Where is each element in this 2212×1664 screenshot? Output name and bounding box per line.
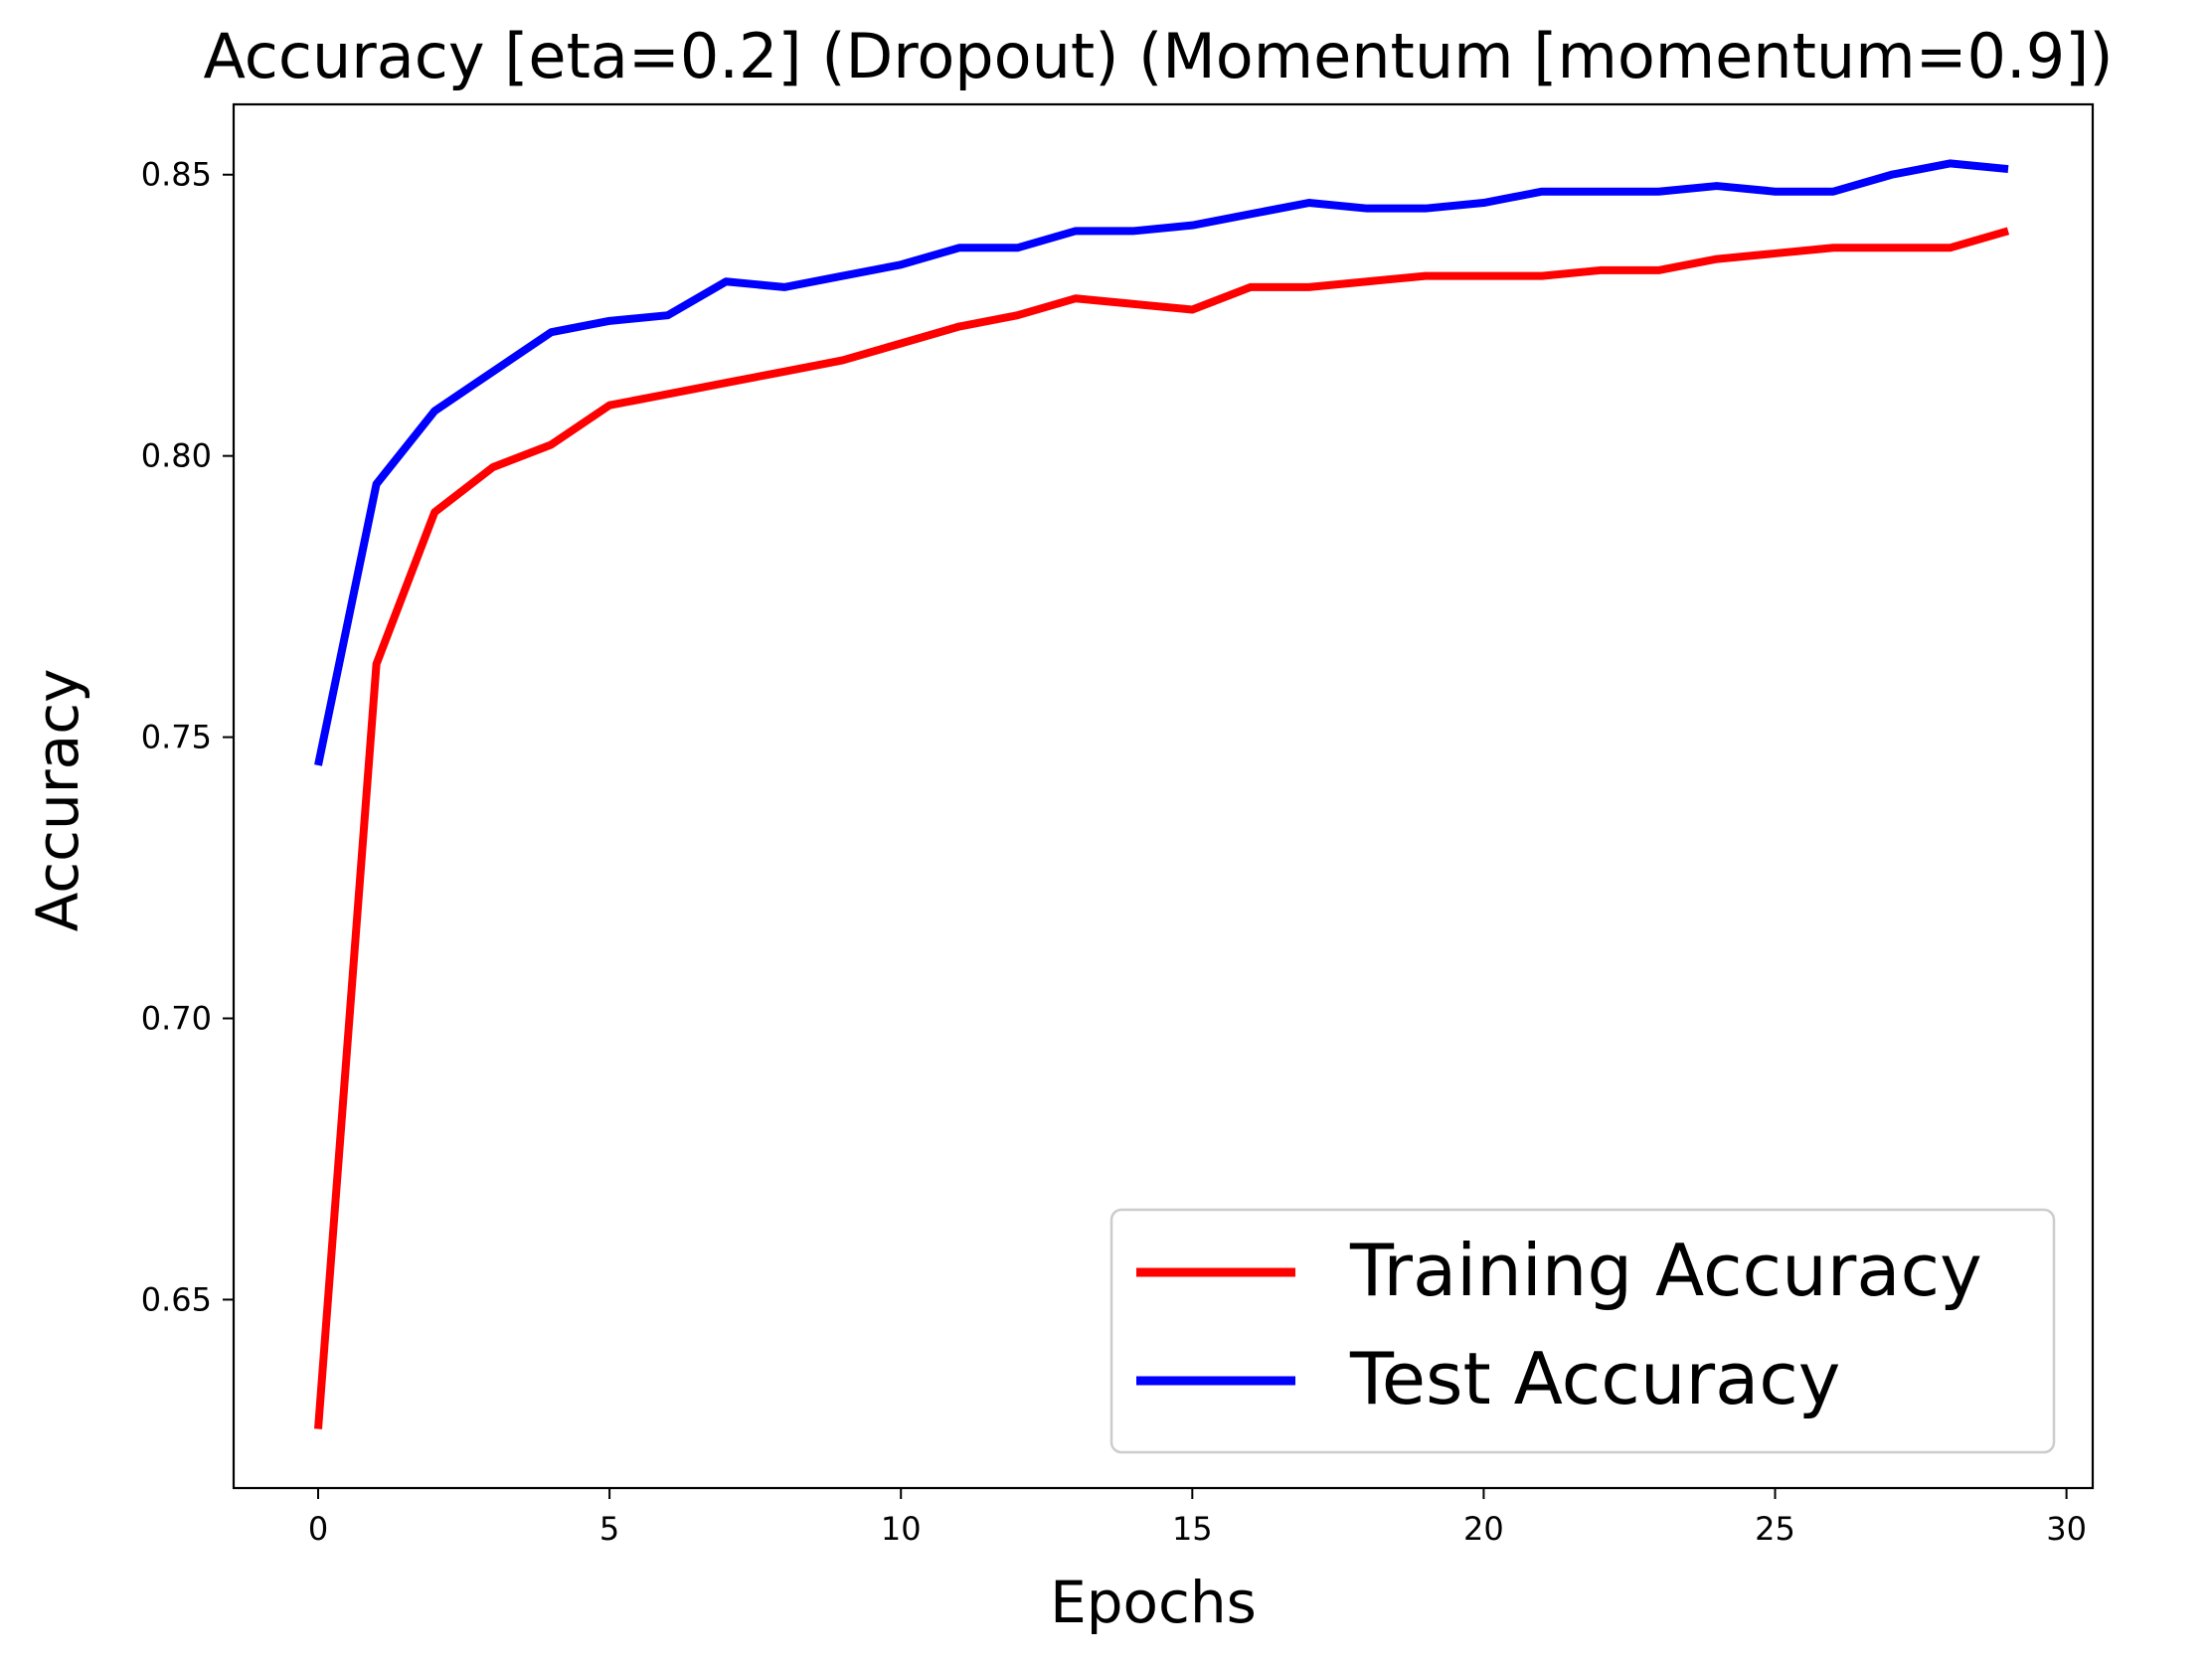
test-data-point (605, 317, 613, 325)
test-data-point (1247, 210, 1255, 218)
training-data-point (1888, 244, 1896, 251)
training-data-point (1713, 255, 1721, 263)
test-data-point (1888, 171, 1896, 179)
test-data-point (1713, 182, 1721, 190)
ticks-layer: 0 5 10 15 20 25 30 0.65 0.70 0.75 0.80 0.85 (141, 156, 2087, 1548)
training-data-point (664, 390, 672, 398)
test-data-point (1538, 188, 1546, 196)
test-data-point (955, 244, 963, 251)
test-data-point (839, 272, 847, 280)
test-accuracy-line (314, 159, 2009, 766)
legend-box (1109, 1208, 2056, 1454)
x-tick-label: 5 (599, 1510, 619, 1548)
training-data-point (1597, 266, 1605, 274)
training-data-point (1829, 244, 1837, 251)
y-tick-label: 0.85 (141, 156, 212, 194)
training-data-point (373, 660, 381, 668)
legend-label-test: Test Accuracy (1349, 1337, 1840, 1420)
training-data-point (1654, 266, 1662, 274)
test-data-point (780, 283, 788, 291)
test-data-point (1597, 188, 1605, 196)
test-data-point (722, 277, 730, 285)
training-data-point (897, 339, 905, 347)
training-data-point (780, 368, 788, 376)
test-data-point (1422, 205, 1430, 213)
test-data-point (1946, 159, 1954, 167)
y-tick-label: 0.75 (141, 719, 212, 756)
series-layer (314, 159, 2012, 1433)
test-data-point (897, 260, 905, 268)
test-data-point (1479, 199, 1487, 207)
test-data-point (314, 761, 322, 769)
x-tick-label: 20 (1463, 1510, 1504, 1548)
training-accuracy-line (314, 227, 2010, 1429)
y-axis-label: Accuracy (24, 669, 91, 932)
training-data-point (722, 379, 730, 387)
training-data-point (839, 356, 847, 364)
x-tick-label: 0 (308, 1510, 328, 1548)
training-data-point (1305, 283, 1313, 291)
test-data-point (489, 368, 497, 376)
training-data-point (1772, 250, 1780, 257)
x-tick-label: 30 (2046, 1510, 2087, 1548)
test-data-point (1188, 222, 1196, 230)
test-data-point (664, 311, 672, 319)
test-data-point (1072, 227, 1080, 235)
x-axis-label: Epochs (1050, 1569, 1257, 1636)
training-data-point (1538, 272, 1546, 280)
training-data-point (1946, 244, 1954, 251)
test-data-point (1363, 205, 1371, 213)
y-tick-label: 0.80 (141, 437, 212, 475)
training-data-point (1363, 277, 1371, 285)
test-data-point (1829, 188, 1837, 196)
y-tick-label: 0.65 (141, 1280, 212, 1318)
chart-title: Accuracy [eta=0.2] (Dropout) (Momentum [… (203, 20, 2113, 92)
training-data-point (1247, 283, 1255, 291)
test-data-point (1130, 227, 1138, 235)
x-tick-label: 25 (1755, 1510, 1795, 1548)
training-data-point (955, 323, 963, 331)
training-data-point (489, 463, 497, 471)
training-data-point (1479, 272, 1487, 280)
training-data-point (1422, 272, 1430, 280)
training-data-point (1130, 300, 1138, 308)
test-data-point (547, 328, 555, 336)
legend-label-training: Training Accuracy (1349, 1229, 1982, 1312)
test-data-point (1772, 188, 1780, 196)
x-tick-label: 15 (1172, 1510, 1213, 1548)
training-data-point (547, 440, 555, 448)
training-data-point (1013, 311, 1021, 319)
test-data-point (2004, 165, 2012, 173)
axes-frame (232, 102, 2095, 1490)
test-data-point (373, 480, 381, 488)
training-data-point (1188, 306, 1196, 314)
test-data-point (1013, 244, 1021, 251)
x-tick-label: 10 (881, 1510, 922, 1548)
training-data-point (430, 508, 438, 516)
training-data-point (1072, 294, 1080, 302)
test-data-point (1654, 188, 1662, 196)
y-tick-label: 0.70 (141, 1000, 212, 1038)
test-data-point (430, 407, 438, 415)
test-data-point (1305, 199, 1313, 207)
training-data-point (605, 402, 613, 410)
legend: Training Accuracy Test Accuracy (1109, 1208, 2056, 1454)
training-data-point (2004, 227, 2012, 235)
training-data-point (314, 1425, 322, 1433)
